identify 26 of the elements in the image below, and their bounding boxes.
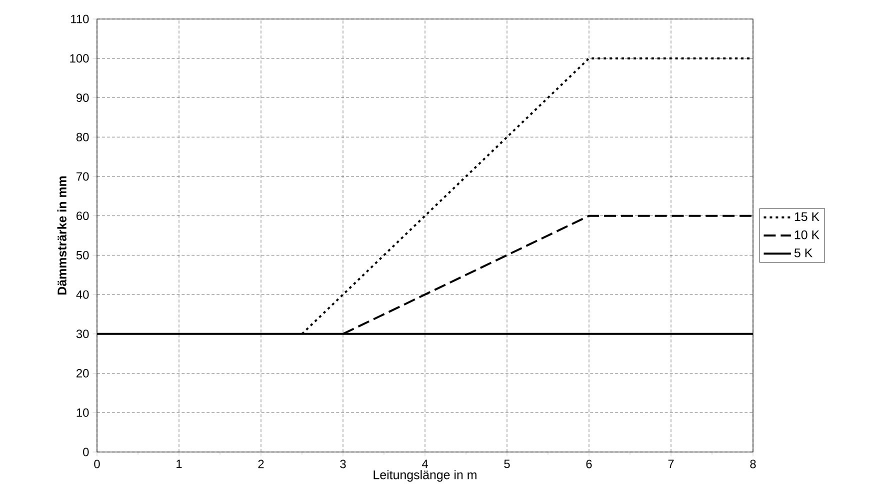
x-tick-label: 8 [750, 460, 756, 468]
y-tick-label: 60 [76, 212, 89, 220]
y-tick-label: 0 [83, 448, 89, 456]
y-tick-label: 110 [71, 14, 89, 24]
x-tick-label: 1 [176, 460, 182, 468]
y-tick-label: 30 [76, 330, 89, 338]
legend-label: 10 K [794, 230, 820, 240]
y-tick-label: 70 [76, 172, 89, 181]
x-tick-label: 0 [94, 460, 100, 468]
x-axis-title: Leitungslänge in m [374, 470, 476, 482]
x-tick-label: 4 [422, 460, 428, 468]
y-tick-label: 100 [70, 54, 89, 63]
x-tick-label: 2 [258, 460, 264, 468]
legend-label: 5 K [794, 248, 812, 258]
y-tick-label: 50 [76, 250, 89, 260]
y-tick-label: 10 [76, 408, 89, 417]
x-tick-label: 6 [586, 460, 592, 468]
x-tick-label: 5 [504, 460, 510, 468]
y-axis-title: Dämmsträrke in mm [57, 176, 66, 295]
legend-label: 15 K [794, 212, 820, 222]
y-tick-label: 20 [76, 369, 89, 378]
y-tick-label: 90 [76, 93, 89, 102]
y-tick-label: 40 [76, 290, 89, 299]
x-tick-label: 7 [668, 460, 674, 468]
x-tick-label: 3 [340, 460, 346, 468]
y-tick-label: 80 [76, 132, 89, 142]
